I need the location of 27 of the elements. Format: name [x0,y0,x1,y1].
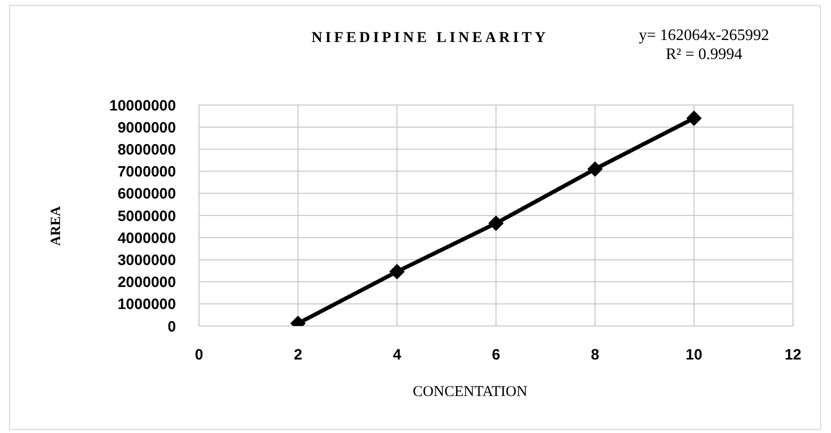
x-tick-label: 2 [294,346,302,364]
y-tick-label: 9000000 [118,119,176,136]
y-tick-label: 3000000 [118,252,176,270]
y-tick-label: 0 [168,318,176,336]
x-tick-label: 10 [686,346,702,364]
point [488,216,504,231]
text: R² = 0.9994 [664,45,744,64]
point [390,264,404,280]
x-tick-label: 4 [392,346,402,364]
y-tick-label: 4000000 [118,230,176,247]
x-tick-label: 8 [590,346,600,364]
x-axis-title: CONCENTATION [412,384,528,401]
text: y= 162064x-265992 [638,26,770,45]
y-tick-label: 1000000 [118,296,176,314]
x-tick-label: 12 [784,346,802,364]
y-tick-label: 5000000 [118,208,176,225]
point [588,162,602,177]
y-tick-label: 8000000 [118,142,176,159]
y-axis-title: AREA [49,206,65,246]
y-tick-label: 10000000 [109,97,176,114]
x-tick-label: 6 [492,346,500,364]
y-tick-label: 6000000 [118,186,176,203]
x-tick-label: 0 [194,346,204,364]
y-tick-label: 7000000 [118,164,176,181]
chart-title: NIFEDIPINE LINEARITY [311,30,549,47]
point [686,110,702,126]
y-tick-label: 2000000 [118,274,176,292]
